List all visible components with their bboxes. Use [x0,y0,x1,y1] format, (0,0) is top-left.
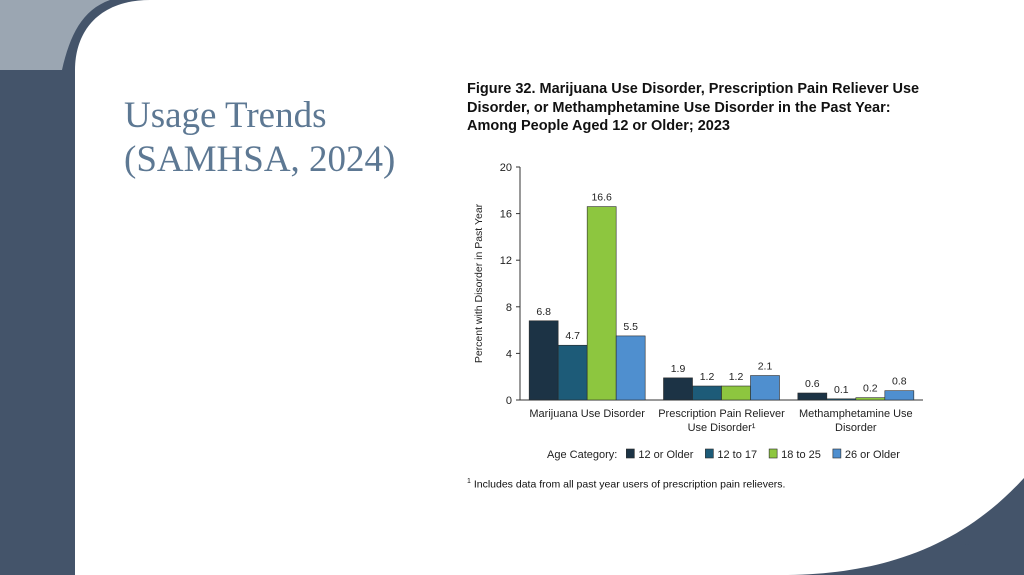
bar-value-label: 4.7 [565,330,580,342]
legend-swatch [705,448,714,459]
figure-title-line-3: Among People Aged 12 or Older; 2023 [467,118,730,134]
bar [721,385,751,401]
bar [528,320,559,401]
page-number: 5 [964,534,970,548]
legend-swatch [768,448,778,459]
y-tick-label: 20 [500,162,512,174]
y-tick-label: 8 [506,302,512,314]
bar [692,385,722,401]
bar-value-label: 0.1 [834,384,849,396]
y-tick-label: 0 [506,395,512,407]
bar [855,397,886,401]
category-label: Methamphetamine Use [799,408,913,420]
bar [586,206,617,401]
bar [663,377,693,401]
y-tick-label: 16 [500,209,512,221]
footnote-mark: 1 [467,478,471,485]
bar-value-label: 2.1 [758,361,773,373]
legend-title: Age Category: [547,449,617,461]
bar-value-label: 1.9 [671,363,686,375]
legend-item: 18 to 25 [781,449,821,461]
bar-value-label: 1.2 [700,371,715,383]
bar-value-label: 0.6 [805,378,820,390]
bar-value-label: 0.2 [863,383,878,395]
legend-item: 12 to 17 [717,449,757,461]
bar [826,398,857,401]
bar [615,335,646,401]
bar-value-label: 1.2 [729,371,744,383]
category-label: Prescription Pain Reliever [658,408,785,420]
category-label: Use Disorder¹ [688,422,756,434]
bar-value-label: 5.5 [623,321,638,333]
legend-item: 12 or Older [638,449,693,461]
bar-value-label: 0.8 [892,376,907,388]
top-left-accent-shape [0,0,110,70]
y-tick-label: 4 [506,348,512,360]
bar [557,344,588,401]
footnote-text: Includes data from all past year users o… [473,478,786,491]
category-label: Marijuana Use Disorder [529,408,645,420]
slide-title: Usage Trends (SAMHSA, 2024) [124,94,444,182]
legend-item: 26 or Older [845,449,900,461]
bar [797,392,828,401]
bar [750,375,780,401]
figure-title: Figure 32. Marijuana Use Disorder, Presc… [467,80,937,136]
bar-chart: 0 4 8 12 16 20 Percent with Disorder in Past Y… [473,162,923,461]
y-tick-label: 12 [500,255,512,267]
category-label: Disorder [835,422,877,434]
y-axis-label: Percent with Disorder in Past Year [473,203,485,363]
bar-value-label: 6.8 [536,306,551,318]
slide-title-line-1: Usage Trends [124,95,327,136]
content-panel [75,0,1024,575]
legend-swatch [626,448,635,459]
slide-title-line-2: (SAMHSA, 2024) [124,139,396,180]
figure-title-line-1: Figure 32. Marijuana Use Disorder, Presc… [467,81,920,97]
bar-value-label: 16.6 [591,192,612,204]
bar [884,390,915,401]
figure-title-line-2: Disorder, or Methamphetamine Use Disorde… [467,99,891,116]
legend-swatch [832,448,842,459]
figure-footnote: 1 Includes data from all past year users… [467,478,785,491]
